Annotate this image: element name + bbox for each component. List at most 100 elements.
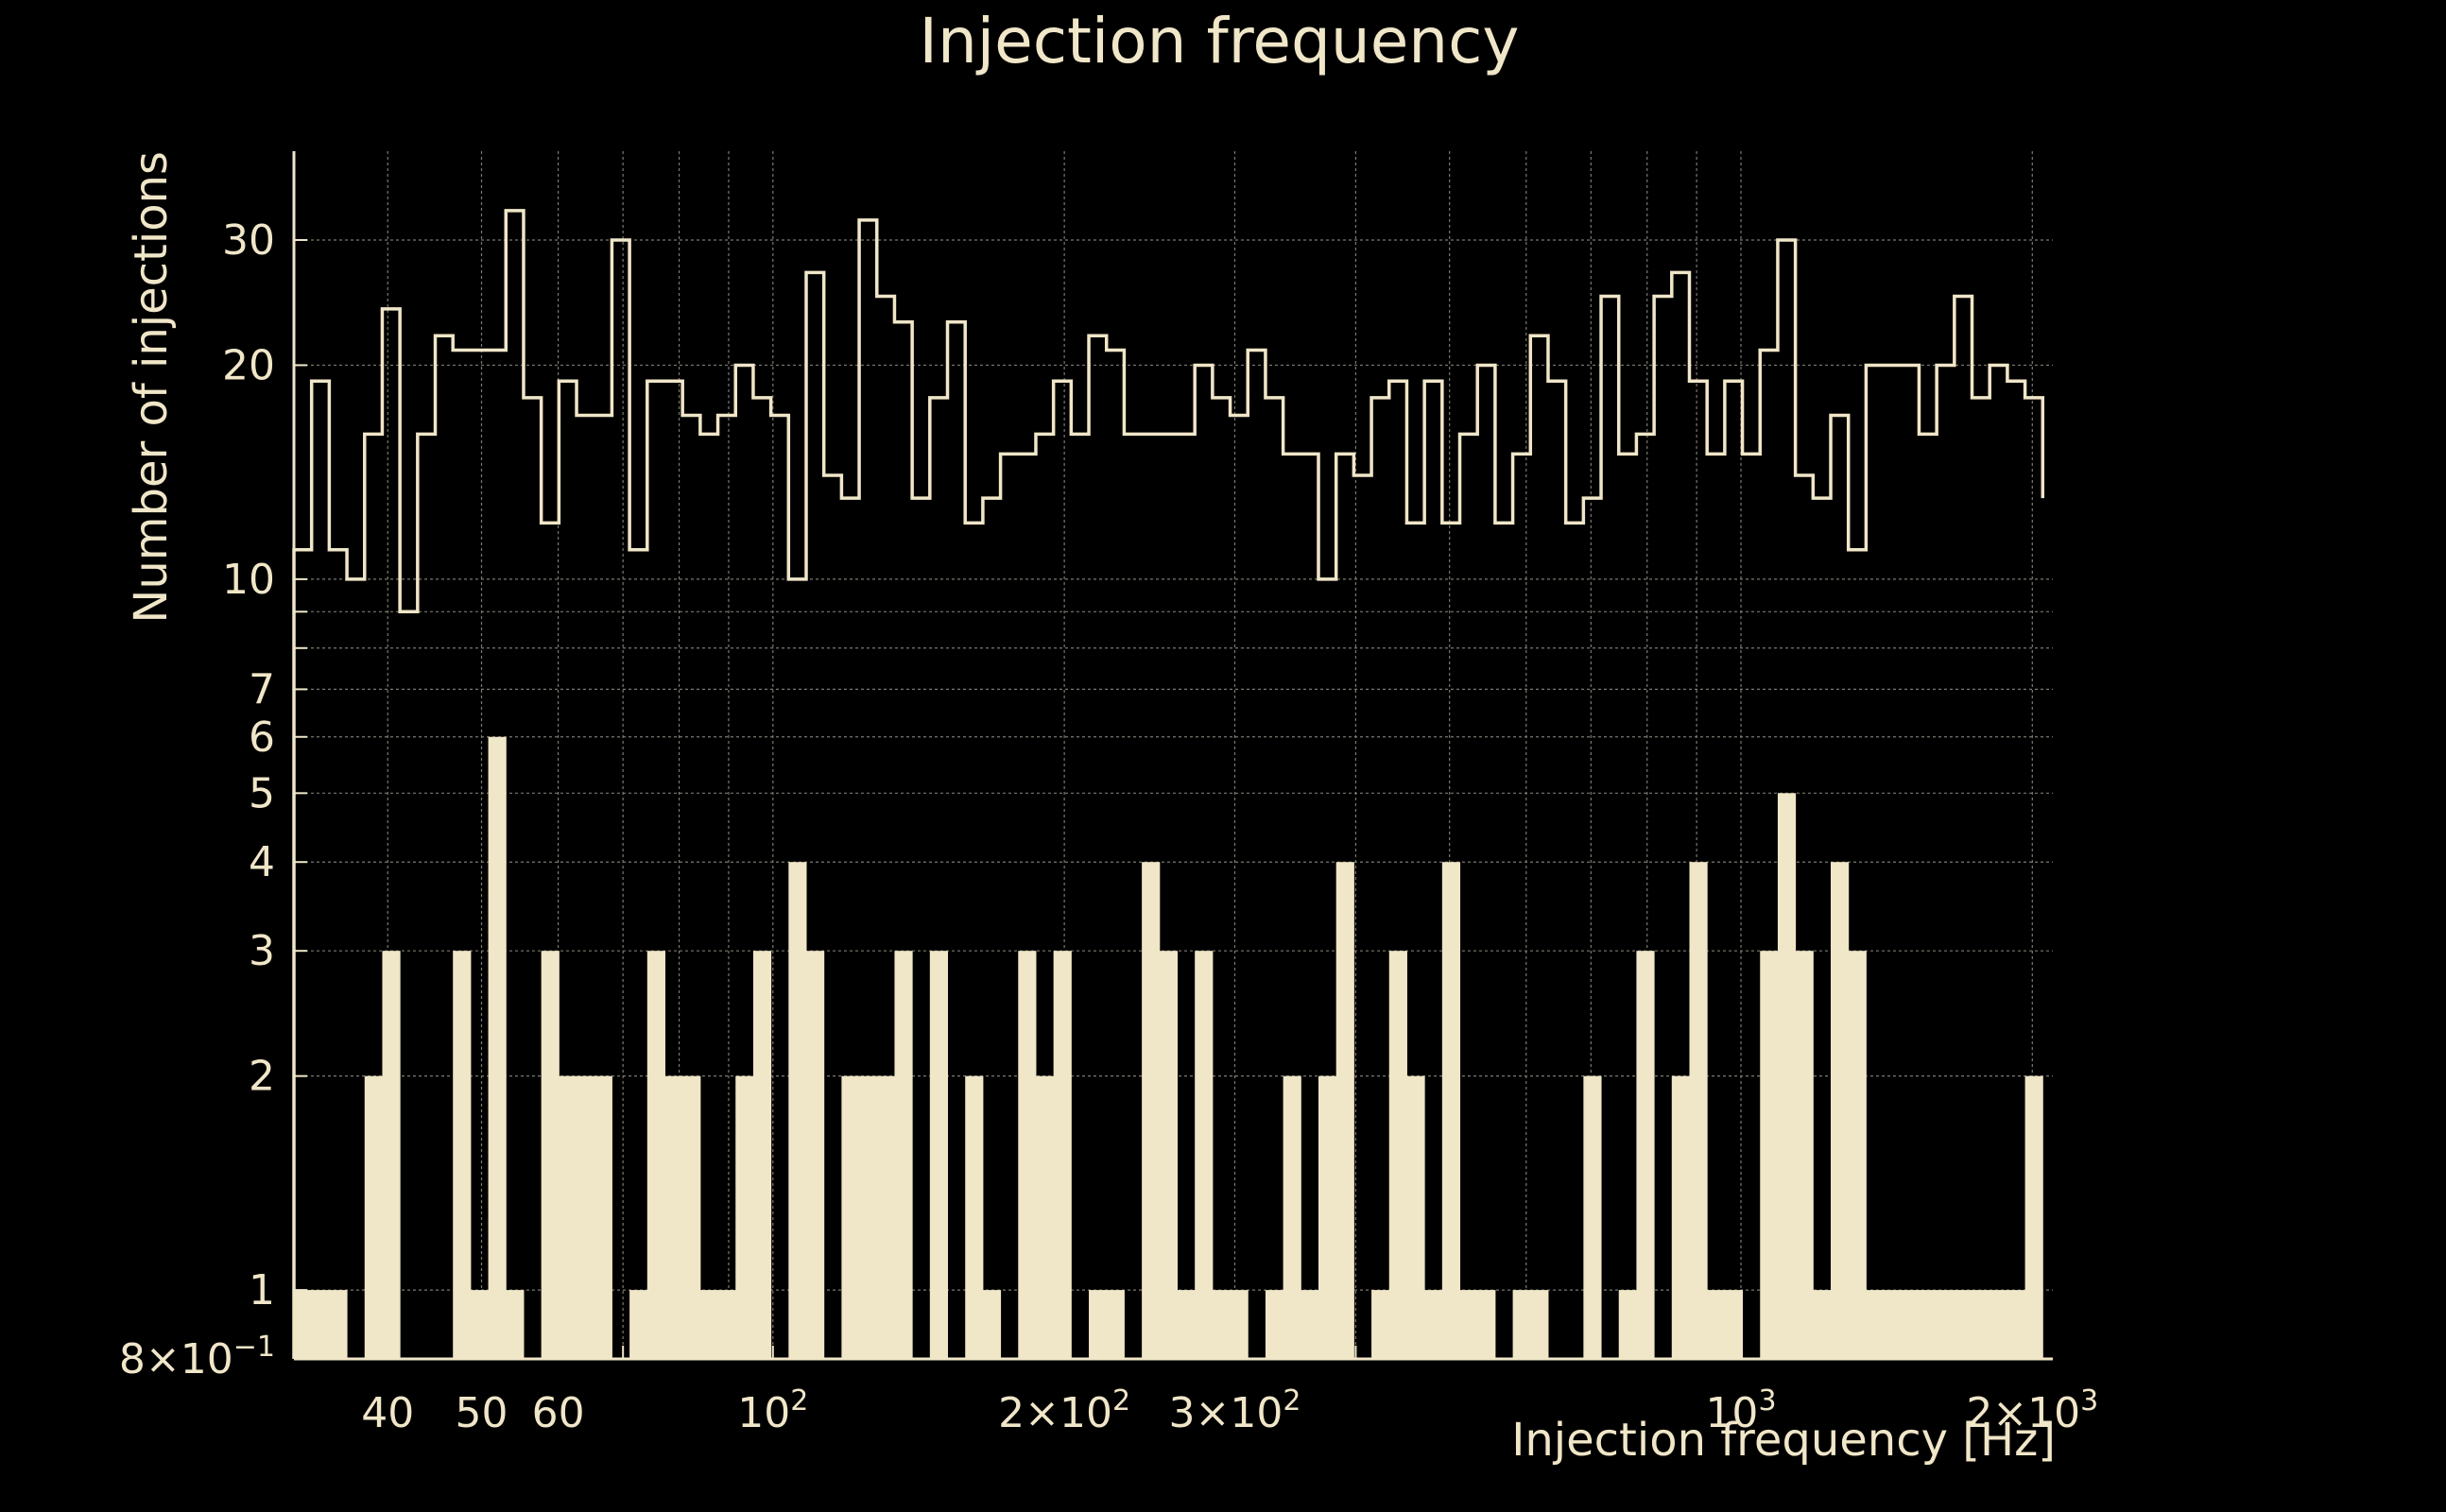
- histogram-bar: [1477, 1290, 1496, 1359]
- histogram-bar: [965, 1075, 984, 1359]
- x-tick-label: 3×102: [1168, 1384, 1301, 1437]
- y-tick-label: 1: [249, 1266, 275, 1314]
- y-tick-label: 3: [249, 927, 275, 975]
- y-tick-label: 2: [249, 1053, 275, 1101]
- histogram-bar: [682, 1075, 701, 1359]
- histogram-bar: [717, 1290, 736, 1359]
- x-tick-label: 2×102: [998, 1384, 1130, 1437]
- histogram-bar: [311, 1290, 330, 1359]
- histogram-bar: [1972, 1290, 1990, 1359]
- y-tick-label: 8×10−1: [119, 1331, 275, 1383]
- histogram-bar: [1106, 1290, 1125, 1359]
- x-tick-label: 40: [361, 1389, 414, 1437]
- histogram-bar: [1530, 1290, 1549, 1359]
- outline-histogram-line: [292, 209, 2045, 1359]
- axes: [292, 151, 2053, 1361]
- y-tick-label: 10: [222, 556, 275, 604]
- histogram-bar: [329, 1290, 348, 1359]
- histogram-bar: [1335, 862, 1354, 1359]
- histogram-bar: [1459, 1290, 1478, 1359]
- y-tick-label: 20: [222, 341, 275, 389]
- histogram-bar: [594, 1075, 612, 1359]
- histogram-bar: [1177, 1290, 1196, 1359]
- histogram-bar: [859, 1075, 878, 1359]
- x-axis-label: Injection frequency [Hz]: [1511, 1414, 2056, 1467]
- histogram-bar: [1671, 1075, 1690, 1359]
- histogram-bar: [664, 1075, 683, 1359]
- histogram-bar: [1954, 1290, 1973, 1359]
- y-axis-label: Number of injections: [125, 151, 178, 624]
- chart-title: Injection frequency: [920, 5, 1520, 77]
- histogram-bar: [1406, 1075, 1425, 1359]
- histogram-bar: [1283, 1075, 1301, 1359]
- x-tick-label: 50: [456, 1389, 508, 1437]
- histogram-bar: [1689, 862, 1708, 1359]
- histogram-bar: [1583, 1075, 1602, 1359]
- histogram-bar: [1318, 1075, 1337, 1359]
- histogram-bar: [1441, 862, 1461, 1359]
- histogram-bar: [929, 951, 949, 1359]
- histogram-bar: [470, 1290, 490, 1359]
- y-tick-label: 4: [249, 838, 275, 886]
- histogram-bar: [382, 951, 401, 1359]
- histogram-bar: [1142, 862, 1161, 1359]
- histogram-bar: [1371, 1290, 1390, 1359]
- histogram-bar: [752, 951, 772, 1359]
- x-tick-label: 102: [737, 1384, 808, 1437]
- histogram-bar: [1388, 951, 1407, 1359]
- x-tick-label: 2×103: [1966, 1384, 2098, 1437]
- histogram-bar: [1618, 1290, 1637, 1359]
- histogram-bar: [541, 951, 560, 1359]
- y-tick-label: 7: [249, 665, 275, 713]
- histogram-bar: [559, 1075, 577, 1359]
- histogram-bar: [294, 1290, 313, 1359]
- histogram-bar: [1901, 1290, 1920, 1359]
- histogram-bar: [2024, 1075, 2043, 1359]
- histogram-bar: [788, 862, 807, 1359]
- histogram-bar: [1848, 951, 1867, 1359]
- histogram-bar: [1937, 1290, 1955, 1359]
- histogram-bar: [506, 1290, 525, 1359]
- histogram-bar: [1707, 1290, 1726, 1359]
- y-tick-label: 30: [222, 216, 275, 265]
- histogram-bar: [1636, 951, 1655, 1359]
- histogram-bar: [1301, 1290, 1319, 1359]
- x-tick-labels: 40 50 60 102 2×102 3×102 103 2×103: [361, 1384, 2098, 1437]
- histogram-bar: [453, 951, 472, 1359]
- histogram-bar: [1866, 1290, 1885, 1359]
- histogram-bar: [1035, 1075, 1055, 1359]
- histogram-bar: [1724, 1290, 1744, 1359]
- histogram-bar: [876, 1075, 895, 1359]
- outline-histogram: [292, 209, 2045, 1359]
- histogram-bar: [1831, 862, 1850, 1359]
- histogram-bar: [1230, 1290, 1249, 1359]
- histogram-bar: [894, 951, 913, 1359]
- histogram-bar: [646, 951, 665, 1359]
- histogram-bar: [1424, 1290, 1443, 1359]
- histogram-bar: [1053, 951, 1072, 1359]
- histogram-bar: [1777, 793, 1797, 1359]
- histogram-bar: [1212, 1290, 1232, 1359]
- histogram-bar: [1159, 951, 1178, 1359]
- histogram-bar: [1990, 1290, 2008, 1359]
- histogram-bar: [2007, 1290, 2026, 1359]
- filled-histogram: [294, 736, 2043, 1359]
- y-tick-label: 5: [249, 769, 275, 817]
- histogram-bar: [1195, 951, 1214, 1359]
- histogram-bar: [841, 1075, 860, 1359]
- y-tick-label: 6: [249, 713, 275, 762]
- histogram-bar: [699, 1290, 719, 1359]
- histogram-bar: [1813, 1290, 1832, 1359]
- histogram-bar: [1265, 1290, 1284, 1359]
- histogram-bar: [1919, 1290, 1938, 1359]
- histogram-bar: [1760, 951, 1779, 1359]
- y-tick-labels: 8×10−1 1 2 3 4 5 67 10 20 30: [119, 216, 275, 1383]
- histogram-bar: [1018, 951, 1037, 1359]
- histogram-bar: [735, 1075, 754, 1359]
- histogram-bar: [1795, 951, 1814, 1359]
- histogram-bar: [806, 951, 825, 1359]
- histogram-bar: [1884, 1290, 1903, 1359]
- x-tick-label: 60: [532, 1389, 585, 1437]
- histogram-bar: [982, 1290, 1002, 1359]
- histogram-bar: [364, 1075, 383, 1359]
